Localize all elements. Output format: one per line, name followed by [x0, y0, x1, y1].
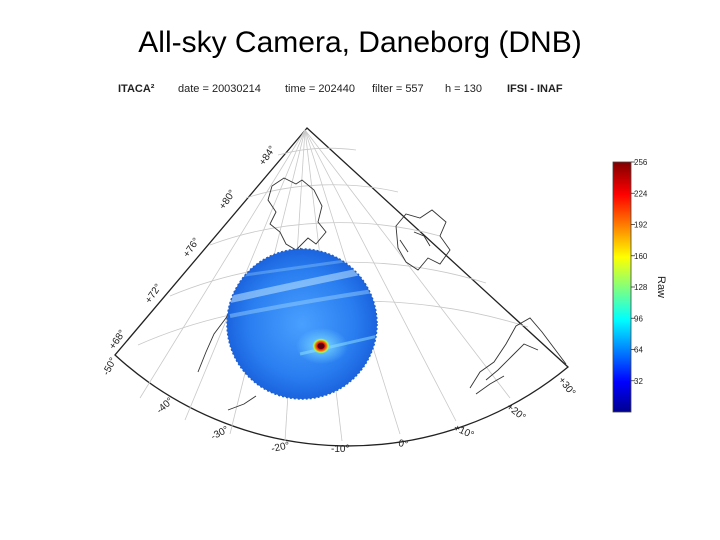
lon-label-0: 0°	[397, 438, 408, 450]
allsky-image	[226, 248, 378, 400]
lon-label-m10: -10°	[331, 444, 349, 455]
lon-label-m50: -50°	[101, 356, 119, 377]
lon-label-m40: -40°	[155, 396, 176, 417]
lat-label-84: +84°	[257, 144, 278, 168]
coastline-scandinavia	[469, 317, 567, 395]
lon-label-m20: -20°	[270, 440, 290, 455]
lat-label-80: +80°	[217, 188, 238, 212]
colorbar-gradient	[612, 161, 632, 413]
lon-label-p20: +20°	[504, 402, 527, 424]
instrument-label: ITACA²	[118, 83, 155, 95]
filter-label: filter = 557	[372, 83, 424, 95]
date-label: date = 20030214	[178, 83, 261, 95]
height-label: h = 130	[445, 83, 483, 95]
colorbar-tick-label: 128	[634, 283, 648, 292]
colorbar-tick-label: 96	[634, 314, 643, 323]
institute-label: IFSI - INAF	[507, 83, 563, 95]
colorbar-label: Raw	[655, 276, 667, 298]
lon-label-p30: +30°	[556, 375, 578, 398]
colorbar-tick-label: 32	[634, 377, 643, 386]
colorbar-tick-label: 64	[634, 346, 643, 355]
colorbar-tick-label: 192	[634, 221, 648, 230]
bright-spot-core	[317, 343, 325, 349]
coastline-svalbard	[395, 209, 451, 271]
time-label: time = 202440	[285, 83, 356, 95]
colorbar-tick-label: 160	[634, 252, 648, 261]
colorbar-tick-label: 256	[634, 158, 648, 167]
colorbar: 256 224 192 160 128 96 64 32 Raw	[612, 158, 667, 413]
colorbar-tick-label: 224	[634, 189, 648, 198]
lon-label-m30: -30°	[209, 424, 230, 442]
lon-label-p10: +10°	[452, 423, 476, 442]
slide-title: All-sky Camera, Daneborg (DNB)	[138, 26, 582, 59]
